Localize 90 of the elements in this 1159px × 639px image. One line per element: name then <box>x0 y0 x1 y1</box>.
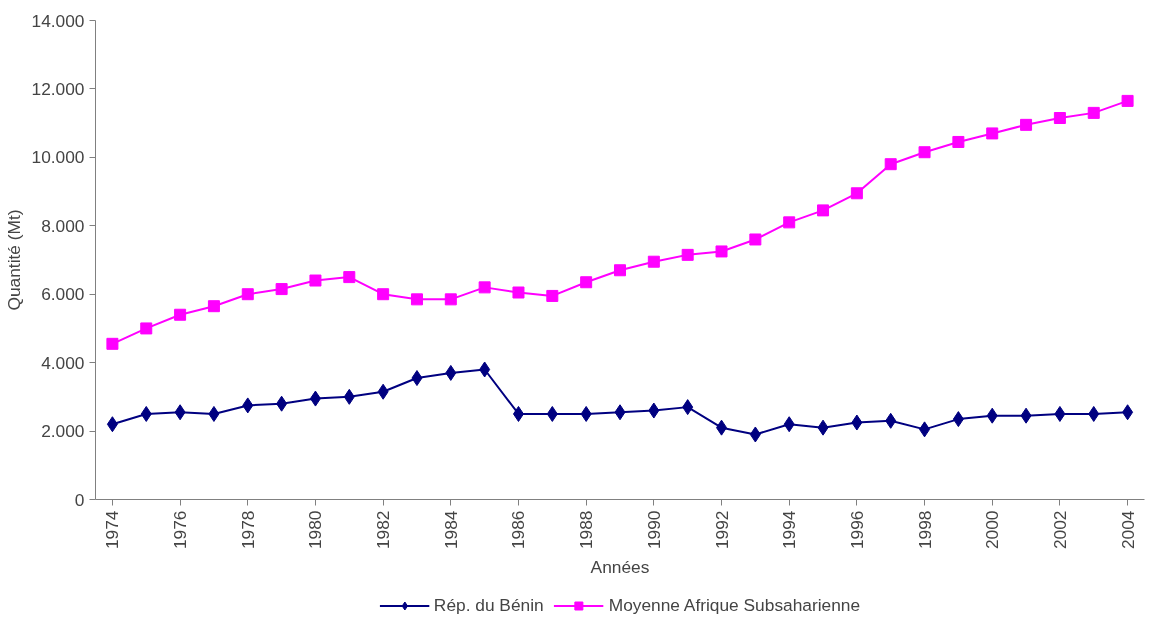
point <box>546 289 559 302</box>
y-tick-label: 8.000 <box>41 215 85 236</box>
point <box>817 419 829 436</box>
point <box>783 416 795 433</box>
point <box>952 411 964 428</box>
point <box>275 283 288 296</box>
point <box>1020 407 1032 424</box>
point <box>580 276 593 289</box>
y-tick-label: 0 <box>74 489 85 510</box>
point <box>276 395 288 412</box>
point <box>106 416 118 433</box>
point <box>411 370 423 387</box>
x-tick-label: 1988 <box>576 510 597 550</box>
point <box>1020 118 1033 131</box>
x-tick-label: 2000 <box>982 510 1003 550</box>
point <box>1121 94 1134 107</box>
point <box>716 419 728 436</box>
x-tick-label: 1976 <box>170 510 191 550</box>
point <box>850 187 863 200</box>
point <box>478 281 491 294</box>
x-tick-label: 1994 <box>779 510 800 550</box>
point <box>918 146 931 159</box>
point <box>884 158 897 171</box>
point <box>546 405 558 422</box>
point <box>174 404 186 421</box>
point <box>682 399 694 416</box>
point <box>1088 405 1100 422</box>
y-tick-label: 10.000 <box>31 147 85 168</box>
point <box>309 274 322 287</box>
x-tick-label: 1978 <box>237 510 258 550</box>
point <box>106 337 119 350</box>
point <box>1087 106 1100 119</box>
point <box>445 364 457 381</box>
x-tick-label: 1998 <box>914 510 935 550</box>
legend-label: Moyenne Afrique Subsaharienne <box>608 594 861 616</box>
point <box>749 233 762 246</box>
point <box>681 248 694 261</box>
point <box>343 271 356 284</box>
point <box>986 127 999 140</box>
point <box>580 405 592 422</box>
point <box>715 245 728 258</box>
point <box>140 405 152 422</box>
point <box>885 412 897 429</box>
x-tick-label: 1990 <box>643 510 664 550</box>
point <box>614 264 626 277</box>
y-tick-label: 4.000 <box>41 352 85 373</box>
point <box>343 388 355 405</box>
point <box>783 216 796 229</box>
x-tick-label: 1980 <box>305 510 326 550</box>
point <box>648 402 660 419</box>
point <box>377 383 389 400</box>
x-tick-label: 1992 <box>711 510 732 550</box>
point <box>919 421 931 438</box>
y-axis-title: Quantité (Mt) <box>3 209 24 311</box>
point <box>140 322 153 335</box>
y-tick-label: 2.000 <box>41 421 85 442</box>
point <box>241 288 254 301</box>
point <box>512 405 524 422</box>
y-tick-label: 6.000 <box>41 284 85 305</box>
point <box>851 414 863 431</box>
point <box>309 390 321 407</box>
x-tick-label: 1984 <box>440 510 461 550</box>
point <box>1122 404 1134 421</box>
point <box>614 404 626 421</box>
point <box>986 407 998 424</box>
point <box>1054 405 1066 422</box>
x-tick-label: 2002 <box>1049 510 1070 550</box>
point <box>174 308 187 321</box>
point <box>444 293 457 306</box>
legend-label: Rép. du Bénin <box>433 594 544 616</box>
point <box>377 288 390 301</box>
x-tick-label: 2004 <box>1117 510 1138 550</box>
point <box>479 361 491 378</box>
x-tick-label: 1974 <box>102 510 123 550</box>
point <box>207 300 220 313</box>
point <box>817 204 830 217</box>
x-tick-label: 1982 <box>373 510 394 550</box>
point <box>208 405 220 422</box>
point <box>952 135 965 148</box>
y-tick-label: 12.000 <box>31 78 85 99</box>
x-tick-label: 1986 <box>508 510 529 550</box>
x-axis-title: Années <box>590 557 650 578</box>
point <box>242 397 254 414</box>
y-tick-label: 14.000 <box>31 10 85 31</box>
point <box>1053 112 1066 125</box>
point <box>647 255 660 268</box>
point <box>410 293 423 306</box>
point <box>512 286 525 299</box>
point <box>749 426 761 443</box>
x-tick-label: 1996 <box>846 510 867 550</box>
